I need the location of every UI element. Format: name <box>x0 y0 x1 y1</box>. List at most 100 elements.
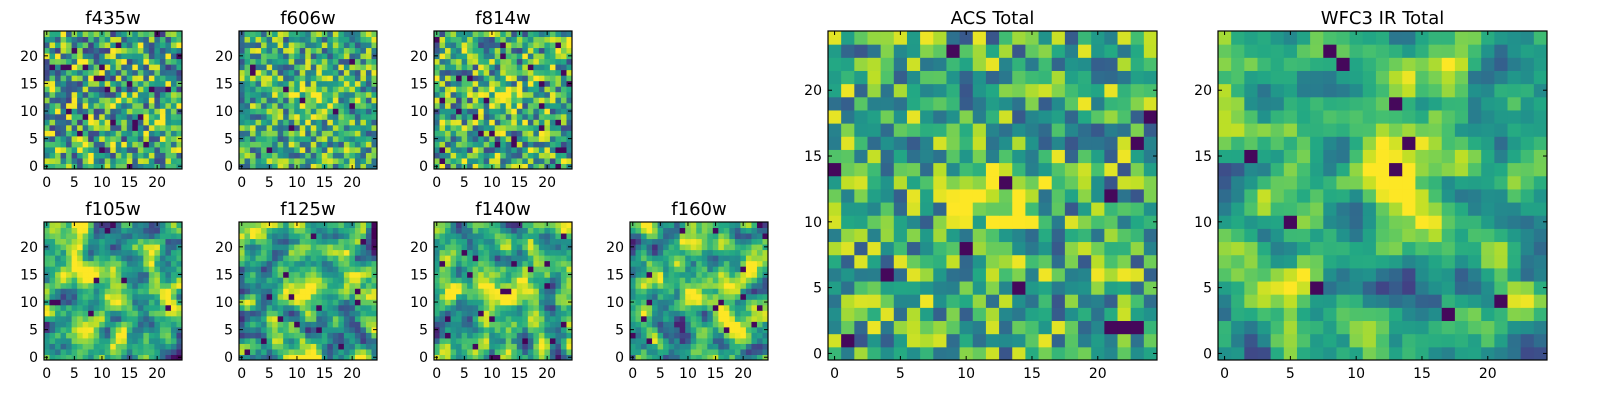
heatmap-cell <box>88 266 95 273</box>
heatmap-cell <box>132 69 139 76</box>
heatmap-cell <box>679 233 686 240</box>
heatmap-cell <box>544 119 551 126</box>
heatmap-cell <box>500 299 507 306</box>
heatmap-cell <box>906 149 921 164</box>
heatmap-cell <box>354 31 361 38</box>
heatmap-cell <box>82 141 89 148</box>
heatmap-cell <box>478 91 485 98</box>
heatmap-cell <box>104 288 111 295</box>
heatmap-cell <box>500 288 507 295</box>
heatmap-cell <box>294 141 301 148</box>
heatmap-cell <box>159 244 166 251</box>
heatmap-cell <box>343 233 350 240</box>
heatmap-cell <box>906 228 921 243</box>
heatmap-cell <box>489 332 496 339</box>
heatmap-cell <box>354 75 361 82</box>
heatmap-cell <box>261 86 268 93</box>
heatmap-cell <box>266 141 273 148</box>
heatmap-cell <box>132 348 139 355</box>
heatmap-cell <box>332 343 339 350</box>
heatmap-cell <box>338 332 345 339</box>
heatmap-cell <box>132 337 139 344</box>
heatmap-cell <box>483 53 490 60</box>
heatmap-cell <box>500 249 507 256</box>
heatmap-cell <box>115 288 122 295</box>
heatmap-cell <box>88 315 95 322</box>
heatmap-cell <box>261 260 268 267</box>
heatmap-cell <box>349 135 356 142</box>
heatmap-cell <box>148 249 155 256</box>
heatmap-cell <box>467 80 474 87</box>
heatmap-cell <box>723 271 730 278</box>
heatmap-cell <box>516 337 523 344</box>
heatmap-cell <box>1104 346 1119 361</box>
heatmap-cell <box>467 75 474 82</box>
heatmap-cell <box>1038 215 1053 229</box>
heatmap-cell <box>505 124 512 131</box>
heatmap-cell <box>261 135 268 142</box>
heatmap-cell <box>522 304 529 311</box>
heatmap-cell <box>360 288 367 295</box>
heatmap-cell <box>137 255 144 262</box>
heatmap-cell <box>456 222 463 229</box>
heatmap-cell <box>544 53 551 60</box>
heatmap-cell <box>305 69 312 76</box>
heatmap-cell <box>55 260 62 267</box>
heatmap-cell <box>283 86 290 93</box>
heatmap-cell <box>723 332 730 339</box>
heatmap-cell <box>745 260 752 267</box>
heatmap-cell <box>906 267 921 282</box>
heatmap-cell <box>538 157 545 164</box>
heatmap-cell <box>500 47 507 54</box>
heatmap-cell <box>560 310 567 317</box>
heatmap-cell <box>751 293 758 300</box>
heatmap-cell <box>365 163 372 170</box>
heatmap-cell <box>1078 281 1092 295</box>
heatmap-cell <box>445 53 452 60</box>
heatmap-cell <box>349 227 356 234</box>
heatmap-cell <box>522 332 529 339</box>
heatmap-cell <box>82 163 89 170</box>
heatmap-cell <box>343 326 350 333</box>
heatmap-cell <box>646 288 653 295</box>
heatmap-cell <box>371 69 378 76</box>
heatmap-cell <box>511 36 518 43</box>
y-tick-label: 15 <box>215 267 233 283</box>
heatmap-cell <box>154 266 161 273</box>
heatmap-cell <box>516 108 523 115</box>
heatmap-cell <box>277 332 284 339</box>
heatmap-cell <box>305 260 312 267</box>
heatmap-cell <box>511 321 518 328</box>
heatmap-cell <box>933 149 947 164</box>
heatmap-cell <box>1078 346 1092 361</box>
heatmap-cell <box>483 86 490 93</box>
heatmap-cell <box>663 354 670 361</box>
heatmap-cell <box>668 244 675 251</box>
heatmap-cell <box>472 288 479 295</box>
heatmap-cell <box>668 299 675 306</box>
heatmap-cell <box>538 135 545 142</box>
heatmap-cell <box>277 244 284 251</box>
heatmap-cell <box>77 31 84 38</box>
heatmap-cell <box>635 249 642 256</box>
heatmap-cell <box>712 326 719 333</box>
heatmap-cell <box>277 293 284 300</box>
heatmap-cell <box>560 326 567 333</box>
heatmap-cell <box>445 86 452 93</box>
heatmap-cell <box>143 255 150 262</box>
heatmap-cell <box>66 288 73 295</box>
heatmap-cell <box>327 238 334 245</box>
heatmap-cell <box>154 271 161 278</box>
heatmap-cell <box>674 354 681 361</box>
heatmap-cell <box>560 119 567 126</box>
heatmap-cell <box>365 152 372 159</box>
heatmap-cell <box>255 277 262 284</box>
heatmap-cell <box>255 326 262 333</box>
heatmap-cell <box>277 53 284 60</box>
heatmap-cell <box>652 293 659 300</box>
heatmap-cell <box>478 47 485 54</box>
heatmap-cell <box>283 102 290 109</box>
heatmap-cell <box>126 310 133 317</box>
heatmap-cell <box>288 260 295 267</box>
heatmap-cell <box>294 64 301 71</box>
